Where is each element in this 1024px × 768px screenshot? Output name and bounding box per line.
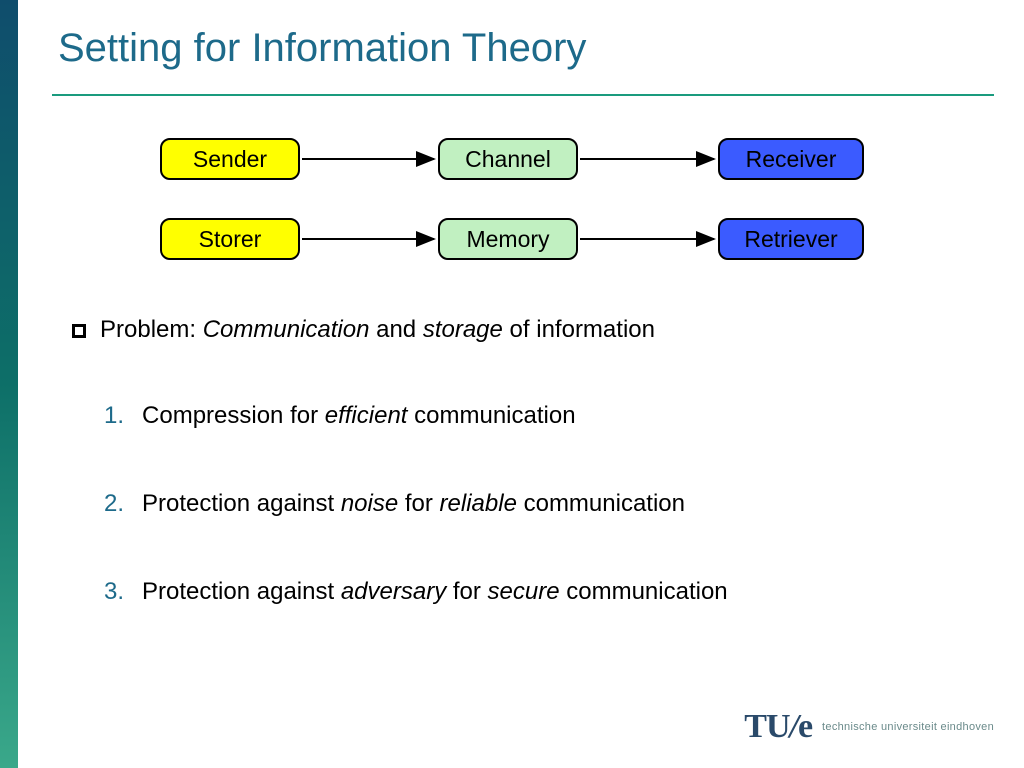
university-logo: TU/e technische universiteit eindhoven	[744, 708, 994, 746]
list-italic: noise	[341, 490, 398, 517]
flow-diagram	[0, 0, 1024, 768]
list-text: Compression for	[142, 402, 325, 429]
list-text: communication	[407, 402, 575, 429]
list-text: communication	[560, 578, 728, 605]
list-item: 3. Protection against adversary for secur…	[104, 578, 728, 606]
list-text: Protection against	[142, 490, 341, 517]
list-italic: reliable	[440, 490, 517, 517]
list-text: for	[398, 490, 439, 517]
logo-main: TU/e	[744, 708, 812, 746]
list-italic: efficient	[325, 402, 408, 429]
list-text: Protection against	[142, 578, 341, 605]
logo-subtitle: technische universiteit eindhoven	[822, 721, 994, 733]
list-italic: adversary	[341, 578, 446, 605]
flow-node: Retriever	[718, 218, 864, 260]
flow-node: Memory	[438, 218, 578, 260]
list-item: 1. Compression for efficient communicatio…	[104, 402, 576, 430]
problem-prefix: Problem:	[100, 316, 203, 343]
flow-node: Storer	[160, 218, 300, 260]
list-number: 1.	[104, 402, 124, 429]
list-number: 3.	[104, 578, 124, 605]
list-text: for	[446, 578, 487, 605]
list-italic: secure	[488, 578, 560, 605]
list-number: 2.	[104, 490, 124, 517]
problem-suffix: of information	[503, 316, 655, 343]
list-item: 2.Protection against noise for reliable …	[104, 490, 685, 518]
problem-italic-2: storage	[423, 316, 503, 343]
problem-italic-1: Communication	[203, 316, 370, 343]
flow-node: Sender	[160, 138, 300, 180]
list-text: communication	[517, 490, 685, 517]
problem-mid: and	[369, 316, 422, 343]
problem-line: Problem: Communication and storage of in…	[72, 316, 655, 344]
bullet-marker-icon	[72, 324, 86, 338]
flow-node: Receiver	[718, 138, 864, 180]
flow-node: Channel	[438, 138, 578, 180]
slide: Setting for Information Theory SenderCha…	[0, 0, 1024, 768]
